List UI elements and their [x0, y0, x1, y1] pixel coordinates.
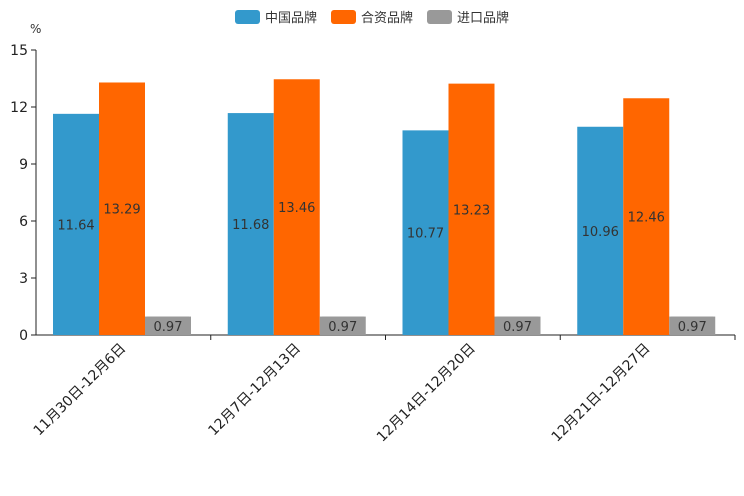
data-label: 13.29 — [103, 203, 140, 218]
bar[interactable] — [623, 98, 670, 335]
y-tick-label: 15 — [10, 43, 28, 59]
data-label: 10.77 — [407, 227, 444, 242]
data-label: 11.64 — [57, 218, 94, 233]
data-label: 0.97 — [678, 320, 707, 335]
legend-label-import: 进口品牌 — [457, 11, 510, 26]
x-tick-label: 12月7日-12月13日 — [205, 341, 304, 440]
y-tick-label: 12 — [10, 100, 28, 116]
bar[interactable] — [273, 79, 320, 335]
y-tick-label: 0 — [19, 328, 28, 344]
y-unit-label: % — [30, 22, 41, 36]
data-label: 10.96 — [582, 225, 619, 240]
legend-swatch-import — [427, 9, 452, 24]
legend-item-jv[interactable]: 合资品牌 — [330, 7, 413, 26]
bar[interactable] — [227, 113, 274, 335]
legend: 中国品牌 合资品牌 进口品牌 — [0, 7, 744, 26]
legend-label-china: 中国品牌 — [264, 11, 317, 26]
legend-item-china[interactable]: 中国品牌 — [234, 7, 317, 26]
legend-label-jv: 合资品牌 — [360, 11, 413, 26]
data-label: 0.97 — [154, 320, 183, 335]
y-tick-label: 6 — [19, 214, 28, 230]
legend-swatch-jv — [330, 9, 356, 24]
x-tick-label: 12月21日-12月27日 — [549, 341, 654, 446]
data-label-bg — [147, 316, 189, 335]
bar[interactable] — [53, 113, 99, 335]
data-label: 11.68 — [232, 218, 269, 233]
x-tick-label: 12月14日-12月20日 — [374, 341, 479, 446]
data-label-bg — [496, 316, 539, 335]
data-label: 13.46 — [278, 201, 315, 216]
data-label: 12.46 — [628, 211, 665, 226]
bar[interactable] — [577, 126, 624, 335]
data-label-bg — [321, 316, 364, 335]
bar[interactable] — [448, 83, 495, 335]
x-tick-label: 11月30日-12月6日 — [31, 341, 130, 440]
data-label: 13.23 — [453, 203, 490, 218]
legend-item-import[interactable]: 进口品牌 — [427, 7, 509, 26]
bar[interactable] — [402, 130, 449, 335]
data-label: 0.97 — [503, 320, 532, 335]
legend-swatch-china — [234, 9, 260, 24]
y-tick-label: 9 — [19, 157, 28, 173]
bar[interactable] — [99, 82, 145, 336]
y-tick-label: 3 — [19, 271, 28, 287]
data-label-bg — [671, 316, 714, 335]
data-label: 0.97 — [328, 320, 357, 335]
